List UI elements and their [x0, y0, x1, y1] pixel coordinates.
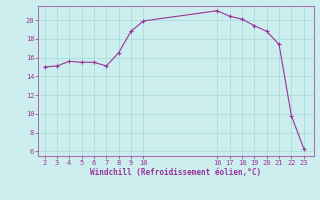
X-axis label: Windchill (Refroidissement éolien,°C): Windchill (Refroidissement éolien,°C) [91, 168, 261, 177]
